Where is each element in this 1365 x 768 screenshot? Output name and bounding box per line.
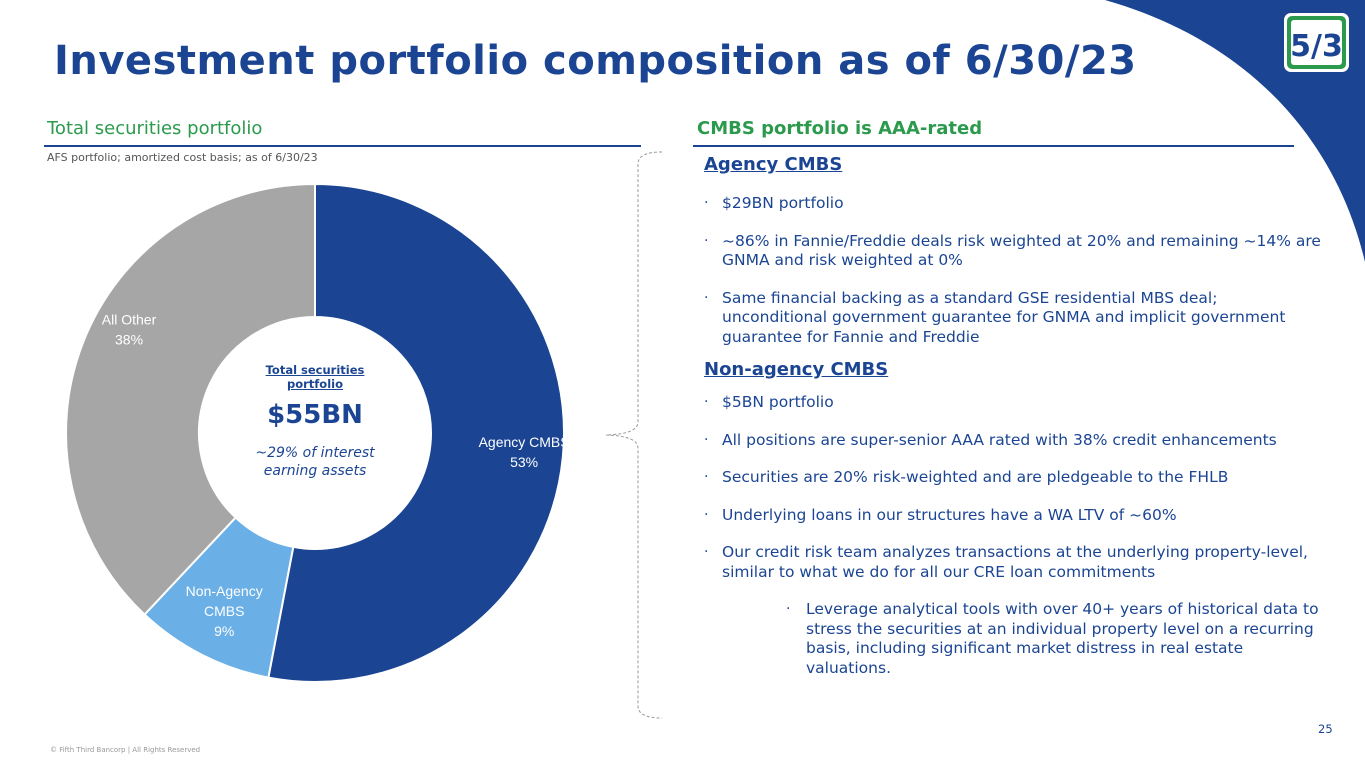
donut-label-line: All Other <box>102 311 157 327</box>
nonagency-bullet: · All positions are super-senior AAA rat… <box>704 431 1324 451</box>
bullet-dot: · <box>704 195 709 211</box>
donut-center-sub-line1: ~29% of interest <box>255 445 375 461</box>
donut-label-line: 38% <box>115 331 143 347</box>
bullet-text: Securities are 20% risk-weighted and are… <box>722 468 1229 486</box>
bullet-dot: · <box>704 544 709 560</box>
cmbs-details: Agency CMBS · $29BN portfolio · ~86% in … <box>704 150 1324 678</box>
donut-center-sub-line2: earning assets <box>263 463 367 479</box>
left-section-heading: Total securities portfolio <box>47 118 263 139</box>
donut-center-value: $55BN <box>267 400 363 430</box>
donut-slice-all-other <box>65 182 316 616</box>
donut-slice-agency-cmbs <box>267 182 565 683</box>
donut-center-title-line2: portfolio <box>287 377 343 391</box>
left-heading-rule <box>44 145 641 147</box>
bullet-text: $5BN portfolio <box>722 393 834 411</box>
page-title: Investment portfolio composition as of 6… <box>54 38 1137 84</box>
donut-label-line: Agency CMBS <box>479 434 570 450</box>
bracket-connector <box>605 151 663 719</box>
fifth-third-logo: 5/3 <box>1284 13 1349 72</box>
bullet-dot: · <box>704 431 709 448</box>
bullet-dot: · <box>704 506 709 523</box>
donut-label-line: 53% <box>510 454 538 470</box>
bullet-text: All positions are super-senior AAA rated… <box>722 430 1277 449</box>
portfolio-note: AFS portfolio; amortized cost basis; as … <box>47 151 318 164</box>
right-heading-rule <box>693 145 1294 147</box>
bullet-text: Leverage analytical tools with over 40+ … <box>806 600 1319 677</box>
donut-label-non-agency-cmbs: Non-Agency CMBS 9% <box>186 583 263 639</box>
donut-chart: Agency CMBS 53% Non-Agency CMBS 9% All Other 3… <box>65 182 570 683</box>
bullet-text: $29BN portfolio <box>722 194 844 212</box>
bullet-text: Our credit risk team analyzes transactio… <box>722 543 1308 581</box>
nonagency-bullet: · Our credit risk team analyzes transact… <box>704 543 1324 582</box>
nonagency-bullet: · Securities are 20% risk-weighted and a… <box>704 468 1324 488</box>
nonagency-bullet: · $5BN portfolio <box>704 393 1324 413</box>
bullet-text: ~86% in Fannie/Freddie deals risk weight… <box>722 231 1321 270</box>
donut-label-agency-cmbs: Agency CMBS 53% <box>479 434 570 470</box>
copyright-footer: © Fifth Third Bancorp | All Rights Reser… <box>50 746 201 754</box>
right-section-heading: CMBS portfolio is AAA-rated <box>697 118 983 139</box>
donut-center-title-line1: Total securities <box>265 363 365 377</box>
agency-bullet: · ~86% in Fannie/Freddie deals risk weig… <box>704 232 1324 271</box>
bullet-dot: · <box>704 289 709 306</box>
bullet-text: Underlying loans in our structures have … <box>722 505 1177 524</box>
nonagency-bullet: · Underlying loans in our structures hav… <box>704 506 1324 526</box>
agency-bullet: · Same financial backing as a standard G… <box>704 289 1324 348</box>
page-number: 25 <box>1318 722 1333 736</box>
bullet-dot: · <box>704 232 709 249</box>
donut-center-subtitle: ~29% of interest earning assets <box>230 444 400 480</box>
donut-label-line: CMBS <box>204 603 244 619</box>
donut-label-line: 9% <box>214 623 234 639</box>
nonagency-sub-bullet: · Leverage analytical tools with over 40… <box>704 600 1324 678</box>
agency-bullet: · $29BN portfolio <box>704 194 1324 214</box>
non-agency-cmbs-heading: Non-agency CMBS <box>704 359 889 380</box>
donut-label-all-other: All Other 38% <box>102 311 157 347</box>
logo-text: 5/3 <box>1290 29 1343 64</box>
donut-label-line: Non-Agency <box>186 583 263 599</box>
agency-cmbs-heading: Agency CMBS <box>704 154 843 175</box>
bullet-dot: · <box>704 394 709 410</box>
bullet-text: Same financial backing as a standard GSE… <box>722 288 1286 346</box>
bullet-dot: · <box>704 469 709 485</box>
donut-center-title: Total securities portfolio <box>230 363 400 391</box>
bullet-dot: · <box>786 601 791 617</box>
